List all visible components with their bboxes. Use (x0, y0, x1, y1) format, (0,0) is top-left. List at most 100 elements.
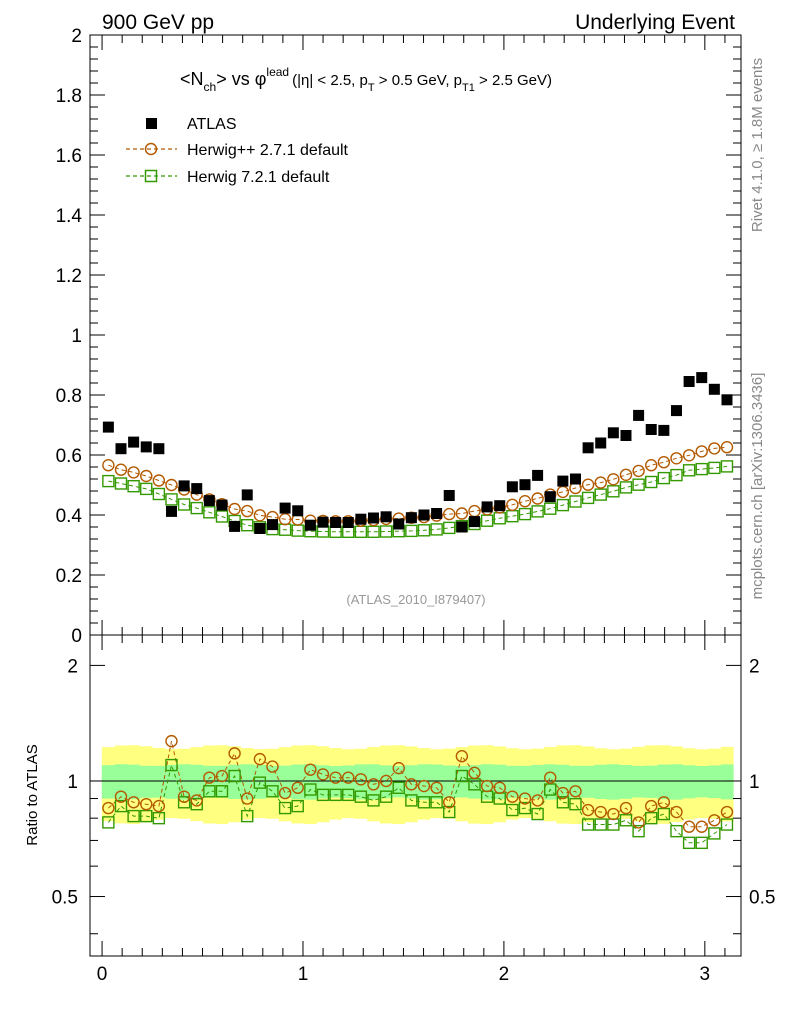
herwigpp-line (108, 446, 728, 522)
herwig7-point (405, 524, 418, 538)
ratio-herwigpp-point (342, 771, 355, 784)
herwigpp-point (140, 469, 153, 483)
atlas-point (494, 500, 506, 512)
atlas-point (506, 481, 518, 493)
herwig7-point (645, 475, 658, 489)
ratio-band-inner (101, 764, 734, 800)
herwig7-point (569, 495, 582, 508)
atlas-point (468, 516, 480, 528)
ratio-herwigpp-point (354, 773, 368, 786)
ratio-herwig7-point (632, 824, 645, 838)
herwigpp-point (506, 498, 519, 511)
herwig7-point (682, 464, 696, 477)
ratio-herwigpp-point (152, 799, 166, 813)
legend: ATLAS Herwig++ 2.7.1 default Herwig 7.2.… (126, 116, 349, 186)
legend-marker-herwigpp (144, 142, 158, 156)
ratio-herwig7-point (228, 769, 241, 783)
main-ytick-label: 0 (71, 626, 82, 647)
atlas-point (304, 519, 316, 531)
herwigpp-point (241, 504, 254, 518)
herwig7-point (506, 510, 519, 523)
herwig7-point (670, 468, 683, 482)
ratio-herwigpp-point (670, 805, 683, 819)
ratio-herwig7-point (556, 796, 570, 809)
herwigpp-point (443, 507, 456, 521)
ratio-herwigpp-point (253, 752, 267, 766)
herwigpp-point (518, 495, 532, 508)
herwig7-point (556, 498, 570, 512)
atlas-point (153, 443, 165, 455)
atlas-point (102, 421, 114, 433)
atlas-point (569, 473, 581, 485)
ratio-herwigpp-point (316, 768, 330, 781)
ratio-herwig7-point (329, 788, 342, 802)
herwigpp-point (228, 502, 241, 516)
ratio-herwigpp-point (720, 805, 734, 819)
atlas-point (683, 376, 695, 387)
ratio-herwig7-point (190, 797, 203, 811)
ratio-herwig7-point (569, 797, 582, 811)
atlas-point (342, 517, 354, 528)
atlas-point (645, 424, 657, 435)
herwigpp-point (114, 463, 128, 476)
main-ytick-label: 0.8 (56, 386, 82, 407)
ratio-herwigpp-point (430, 781, 443, 794)
mcplots-label: mcplots.cern.ch [arXiv:1306.3436] (749, 373, 766, 600)
ratio-herwigpp-point (278, 786, 292, 800)
ratio-herwig7-point (392, 781, 405, 794)
atlas-point (595, 437, 607, 449)
ratio-herwig7-line (108, 763, 728, 844)
atlas-point (481, 501, 493, 513)
herwigpp-point (619, 468, 633, 481)
ratio-herwig7-point (266, 785, 279, 798)
ratio-herwig7-point (215, 785, 229, 798)
herwig7-point (430, 523, 443, 536)
ratio-axis-ticks: 0.5 1 2 0.5 1 2 0 1 2 3 (52, 635, 775, 985)
ratio-herwig7-point (140, 809, 153, 823)
herwigpp-point (152, 474, 166, 487)
atlas-point (519, 479, 531, 491)
ratio-ytick-label: 1 (67, 772, 78, 793)
ratio-herwigpp-point (165, 734, 178, 748)
atlas-point (443, 490, 455, 501)
ratio-herwigpp-point (544, 771, 557, 784)
main-ytick-label: 1 (71, 326, 82, 347)
atlas-point (431, 508, 443, 519)
herwigpp-point (102, 459, 115, 472)
ratio-herwigpp-point (468, 766, 481, 780)
ratio-herwig7-point (581, 818, 595, 831)
ratio-herwig7-point (253, 776, 267, 789)
ratio-herwigpp-point (480, 779, 494, 793)
ratio-herwig7-point (645, 811, 658, 825)
ratio-herwigpp-point (619, 801, 633, 815)
herwig7-point (367, 525, 380, 538)
ratio-herwig7-point (531, 807, 544, 821)
herwigpp-point (581, 478, 595, 491)
herwig7-point (518, 507, 532, 521)
legend-marker-herwig7 (144, 169, 158, 183)
ratio-herwig7-point (379, 790, 393, 803)
ratio-xtick-label: 1 (298, 964, 309, 985)
ratio-herwig7-point (152, 811, 166, 825)
legend-label-herwigpp: Herwig++ 2.7.1 default (187, 142, 349, 159)
ratio-herwig7-point (342, 788, 355, 802)
main-ytick-label: 2 (71, 26, 82, 47)
herwig7-point (215, 510, 229, 523)
ratio-herwigpp-point (682, 820, 696, 833)
atlas-point (241, 489, 253, 501)
ratio-herwig7-point (506, 803, 519, 817)
ratio-herwig7-point (241, 809, 254, 823)
ratio-herwigpp-point (304, 763, 317, 776)
herwigpp-point (468, 504, 481, 518)
ratio-herwigpp-point (367, 778, 380, 791)
atlas-point (367, 512, 379, 524)
ratio-xtick-label: 2 (499, 964, 510, 985)
ratio-herwig7-point (367, 794, 380, 807)
herwigpp-point (632, 464, 645, 478)
ratio-herwigpp-point (518, 792, 532, 805)
herwig7-point (127, 480, 140, 493)
ratio-xtick-label: 3 (700, 964, 711, 985)
ratio-ytick-label: 2 (67, 656, 78, 677)
ratio-herwigpp-point (531, 794, 544, 807)
